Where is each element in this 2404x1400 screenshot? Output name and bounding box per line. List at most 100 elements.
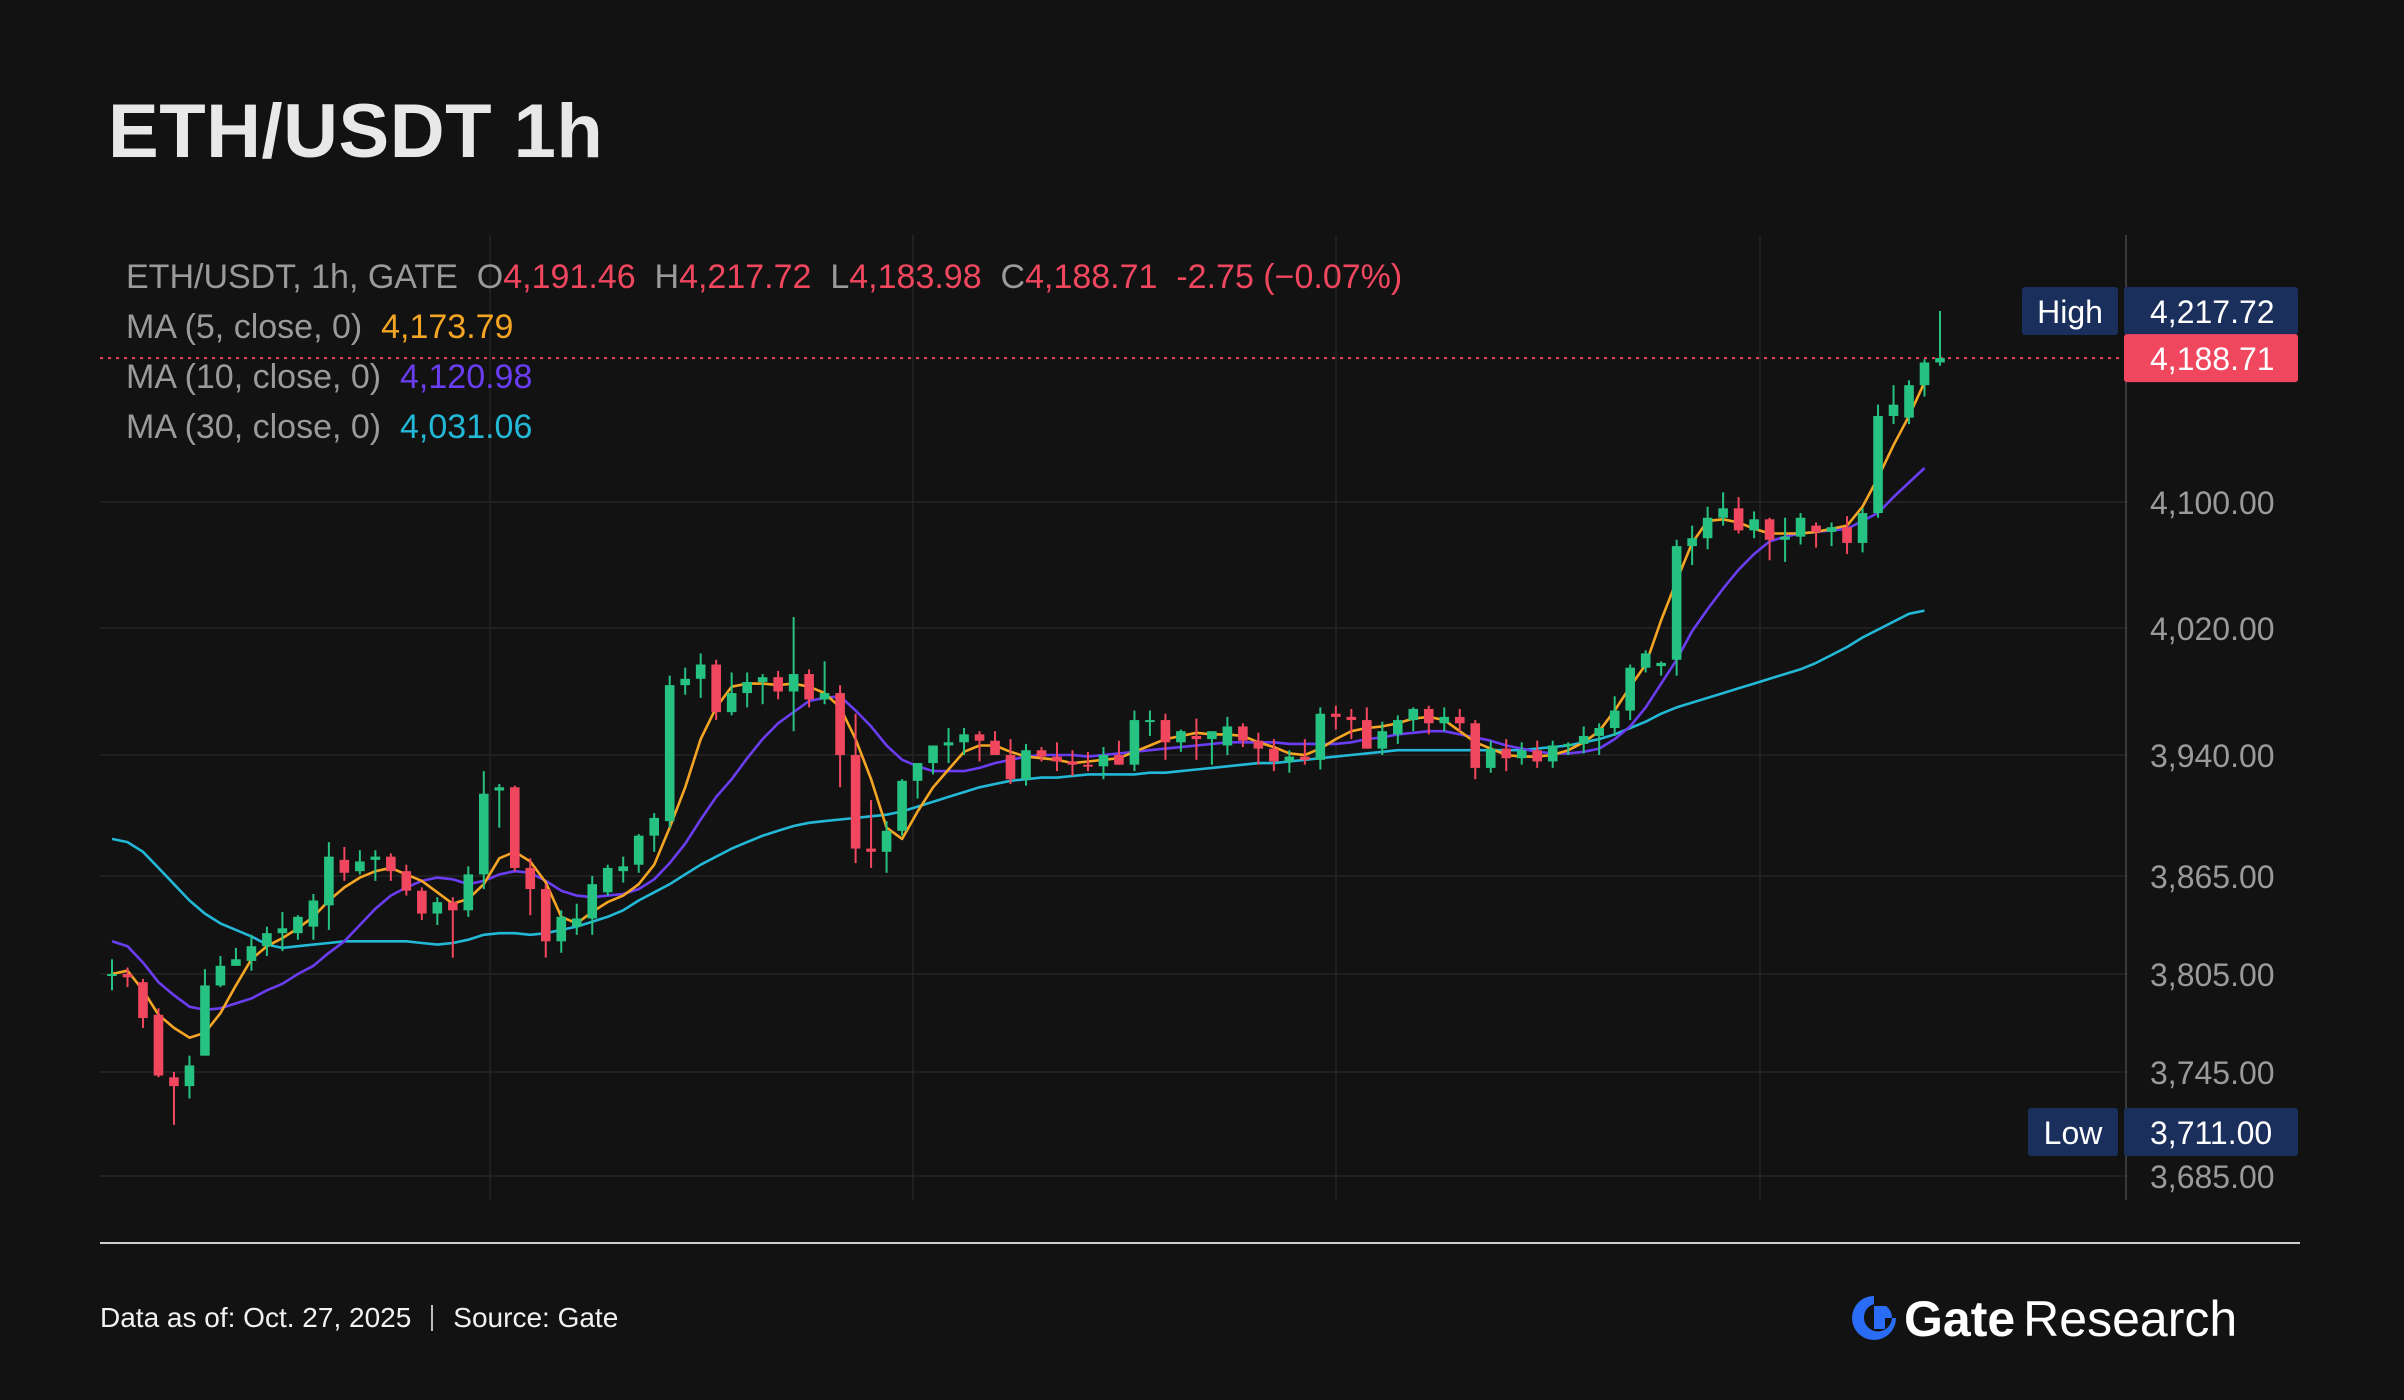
candle-body <box>1718 508 1728 518</box>
low-value-label: 3,711.00 <box>2150 1115 2272 1151</box>
footer-divider <box>100 1242 2300 1244</box>
candle <box>370 850 381 881</box>
candle <box>1795 513 1806 545</box>
candle <box>509 785 520 872</box>
candle <box>695 653 706 698</box>
ma5-line <box>111 381 1926 1039</box>
candle <box>1594 723 1604 755</box>
candle-body <box>1052 756 1062 762</box>
candle-body <box>1811 525 1821 532</box>
data-source: Source: Gate <box>453 1302 619 1333</box>
candle <box>1346 708 1357 740</box>
candle-body <box>1749 519 1759 531</box>
candle <box>215 956 226 988</box>
candle-body <box>1439 716 1450 724</box>
candle <box>339 846 350 881</box>
candle <box>386 853 396 881</box>
candle <box>169 1072 179 1125</box>
candle-body <box>1160 720 1171 743</box>
candle-body <box>1687 538 1697 547</box>
candle-body <box>1625 667 1635 711</box>
candle-body <box>788 674 799 692</box>
candle <box>912 763 923 799</box>
candle <box>200 969 210 1056</box>
candle <box>448 897 458 958</box>
candle-body <box>1036 750 1047 757</box>
candle <box>649 813 660 852</box>
ma30-label: MA (30, close, 0) <box>126 408 382 446</box>
candle-body <box>1733 508 1744 531</box>
close-value: 4,188.71 <box>1025 258 1158 296</box>
candle <box>1284 750 1295 773</box>
candle-body <box>897 780 907 831</box>
candle-body <box>571 918 582 927</box>
candle <box>1733 497 1744 534</box>
candle-body <box>1269 748 1279 762</box>
candle-body <box>1516 750 1527 759</box>
low-value-box <box>2124 1108 2298 1156</box>
footer-info: Data as of: Oct. 27, 2025 Source: Gate <box>100 1302 618 1334</box>
candle <box>928 745 938 775</box>
candle-body <box>1253 740 1264 749</box>
high-value-label: 4,217.72 <box>2150 294 2275 330</box>
candle <box>1702 506 1713 550</box>
candle <box>726 672 737 716</box>
candle-body <box>277 928 288 934</box>
candle-body <box>478 793 489 875</box>
candle <box>943 728 954 764</box>
candle-body <box>339 859 350 873</box>
gate-logo-icon <box>1852 1296 1896 1340</box>
candle-body <box>1300 756 1310 760</box>
candle <box>1253 732 1264 765</box>
low-label: L <box>830 258 850 296</box>
candle-body <box>742 681 752 694</box>
high-value-box <box>2124 287 2298 335</box>
candle-body <box>1563 743 1574 746</box>
candle <box>463 866 474 917</box>
candle-body <box>912 763 923 781</box>
brand-suffix: Research <box>2023 1291 2238 1347</box>
candle <box>432 897 443 925</box>
candle-body <box>308 900 319 927</box>
candle <box>1377 721 1388 755</box>
ma5-series <box>111 381 1926 1039</box>
y-tick-label: 4,020.00 <box>2150 611 2275 647</box>
ma10-value: 4,120.98 <box>400 358 533 396</box>
candle-body <box>324 856 334 906</box>
low-value: 4,183.98 <box>849 258 982 296</box>
candle <box>1021 743 1031 786</box>
candle-body <box>974 734 985 741</box>
ohlc-row: ETH/USDT, 1h, GATE O4,191.46 H4,217.72 L… <box>126 252 1402 302</box>
candle <box>1780 517 1790 562</box>
candles <box>107 311 1945 1125</box>
candle-body <box>169 1077 179 1087</box>
candle <box>1207 731 1217 765</box>
candle <box>540 884 551 958</box>
candle <box>1935 311 1945 366</box>
candle <box>293 915 303 940</box>
candle-body <box>1671 546 1682 660</box>
y-tick-label: 3,805.00 <box>2150 957 2275 993</box>
candle-body <box>1098 755 1109 767</box>
candle-body <box>1594 728 1604 736</box>
open-value: 4,191.46 <box>503 258 636 296</box>
candle <box>1578 726 1589 754</box>
candle-body <box>509 787 520 868</box>
candle <box>1532 740 1543 768</box>
candle <box>556 910 567 953</box>
candle <box>587 876 598 935</box>
gate-research-logo: Gate Research <box>1848 1290 2238 1347</box>
candle-body <box>1640 653 1651 668</box>
high-tag-label: High <box>2037 294 2103 330</box>
candle-body <box>556 916 567 942</box>
candle-body <box>246 946 257 961</box>
high-label: H <box>654 258 680 296</box>
candle-body <box>1578 735 1589 744</box>
high-value: 4,217.72 <box>679 258 812 296</box>
candle-body <box>990 740 1000 755</box>
candle-body <box>757 677 768 682</box>
candle-body <box>1780 536 1790 540</box>
candle <box>711 659 721 721</box>
candle <box>850 713 861 864</box>
ma30-value: 4,031.06 <box>400 408 533 446</box>
